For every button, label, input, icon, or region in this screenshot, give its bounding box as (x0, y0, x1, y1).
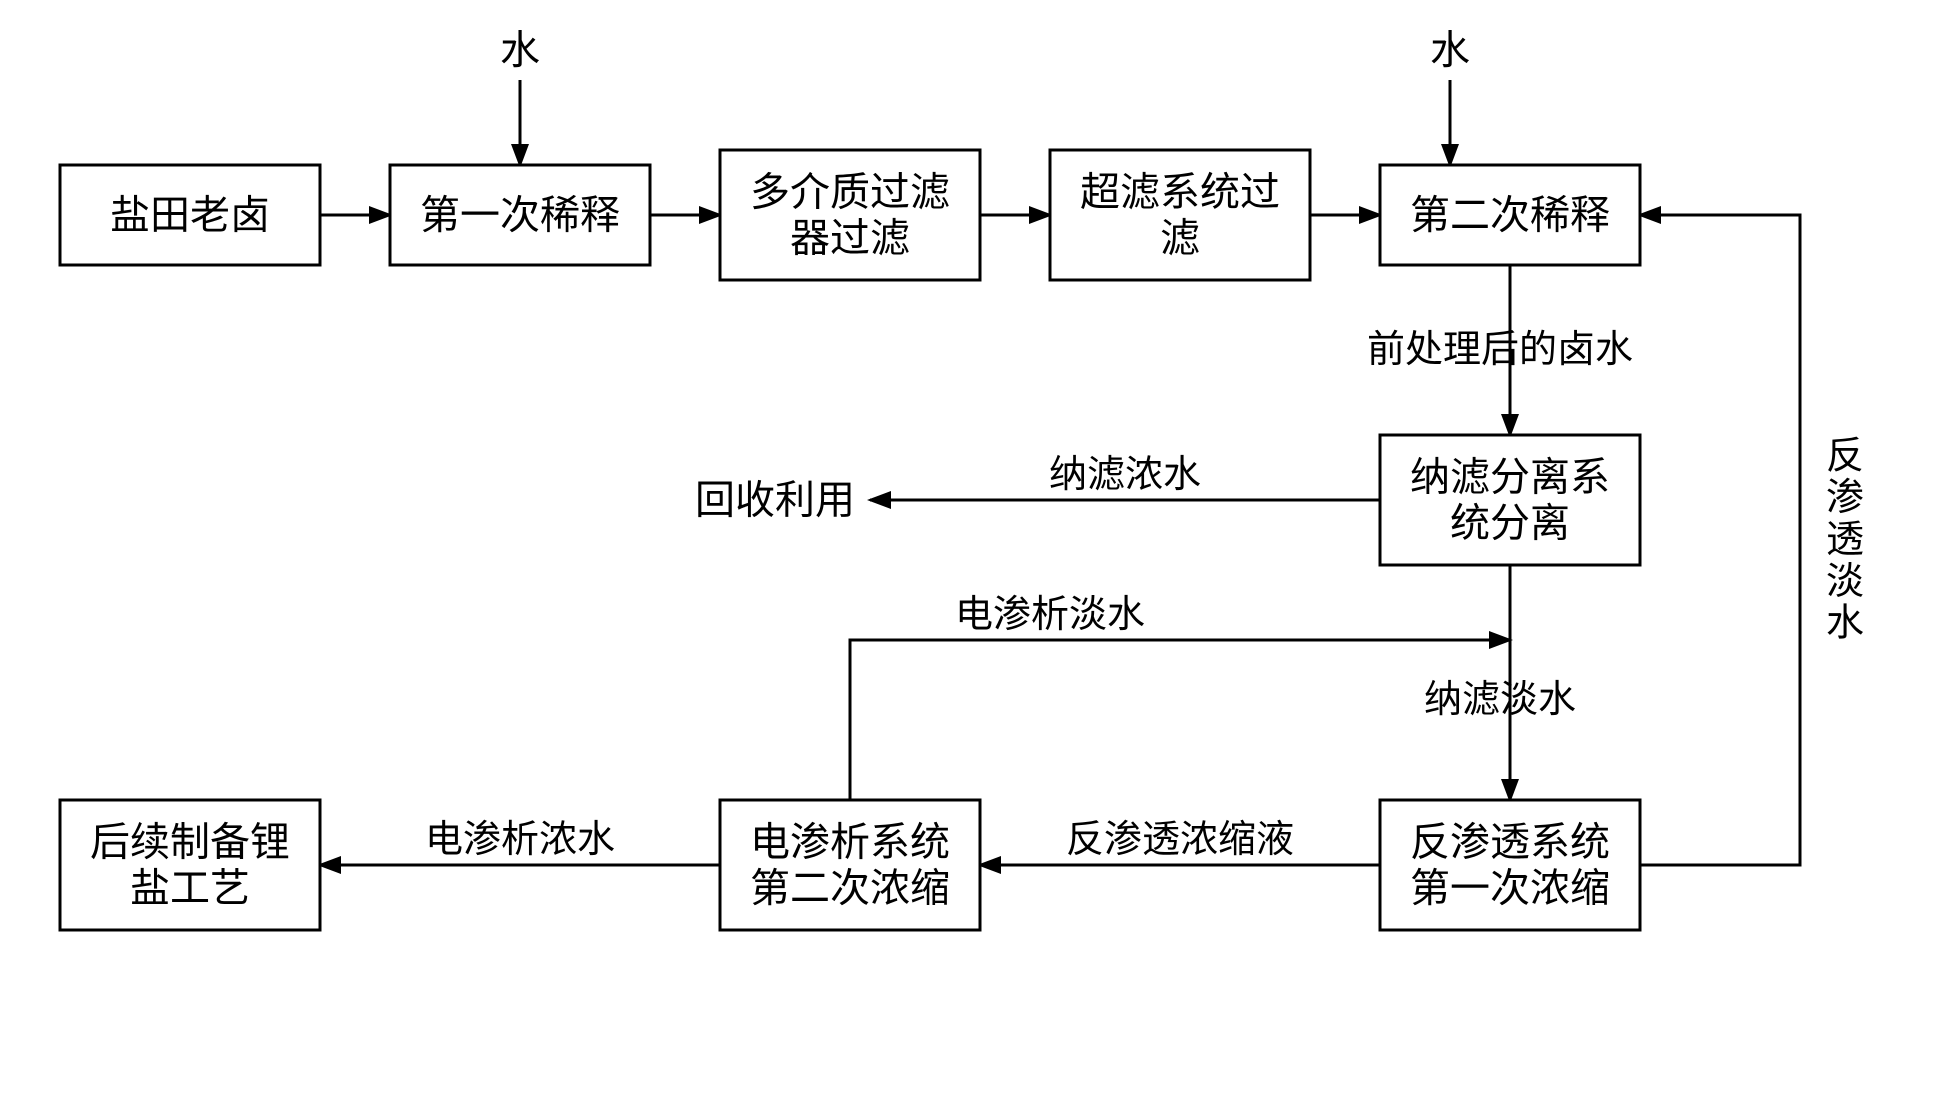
in-water1-label: 水 (500, 28, 540, 73)
n-dilute2: 第二次稀释 (1380, 165, 1640, 265)
n-uf-line1: 滤 (1160, 216, 1200, 261)
n-ed-line1: 第二次浓缩 (750, 866, 950, 911)
n-uf: 超滤系统过滤 (1050, 150, 1310, 280)
n-dilute2-line0: 第二次稀释 (1410, 193, 1610, 238)
n-final-line1: 盐工艺 (130, 866, 250, 911)
edge-label-e5: 前处理后的卤水 (1367, 329, 1633, 371)
edge-label-e11-c2: 透 (1826, 519, 1864, 561)
edge-label-e9: 电渗析浓水 (425, 819, 615, 861)
n-multi-line0: 多介质过滤 (750, 170, 950, 215)
n-final: 后续制备锂盐工艺 (60, 800, 320, 930)
edge-label-e11-c3: 淡 (1826, 561, 1864, 603)
n-uf-line0: 超滤系统过 (1080, 170, 1280, 215)
edge-label-e7: 纳滤淡水 (1424, 679, 1576, 721)
n-ro-line1: 第一次浓缩 (1410, 866, 1610, 911)
edge-label-e10: 电渗析淡水 (955, 594, 1145, 636)
n-ed: 电渗析系统第二次浓缩 (720, 800, 980, 930)
n-ro-line0: 反渗透系统 (1410, 820, 1610, 865)
edge-label-e11-c0: 反 (1826, 435, 1864, 477)
n-dilute1-line0: 第一次稀释 (420, 193, 620, 238)
free-labels-layer: 回收利用 (695, 478, 855, 523)
n-multi: 多介质过滤器过滤 (720, 150, 980, 280)
n-brine-line0: 盐田老卤 (110, 193, 270, 238)
l-recycle: 回收利用 (695, 478, 855, 523)
edge-label-e11-c1: 渗 (1826, 477, 1864, 519)
edge-label-e8: 反渗透浓缩液 (1066, 819, 1294, 861)
edge-e10 (850, 640, 1510, 800)
edge-label-e11-c4: 水 (1826, 603, 1864, 645)
n-nf-line0: 纳滤分离系 (1410, 455, 1610, 500)
n-nf: 纳滤分离系统分离 (1380, 435, 1640, 565)
n-ed-line0: 电渗析系统 (750, 820, 950, 865)
in-water2-label: 水 (1430, 28, 1470, 73)
n-nf-line1: 统分离 (1450, 501, 1570, 546)
n-final-line0: 后续制备锂 (90, 820, 290, 865)
edge-e11 (1640, 215, 1800, 865)
flowchart-canvas: 前处理后的卤水纳滤浓水纳滤淡水反渗透浓缩液电渗析浓水电渗析淡水反渗透淡水水水盐田… (0, 0, 1951, 1102)
inputs-layer: 水水 (500, 28, 1470, 166)
n-multi-line1: 器过滤 (790, 216, 910, 261)
edge-label-e6: 纳滤浓水 (1049, 454, 1201, 496)
n-ro: 反渗透系统第一次浓缩 (1380, 800, 1640, 930)
nodes-layer: 盐田老卤第一次稀释多介质过滤器过滤超滤系统过滤第二次稀释纳滤分离系统分离反渗透系… (60, 150, 1640, 930)
n-brine: 盐田老卤 (60, 165, 320, 265)
n-dilute1: 第一次稀释 (390, 165, 650, 265)
